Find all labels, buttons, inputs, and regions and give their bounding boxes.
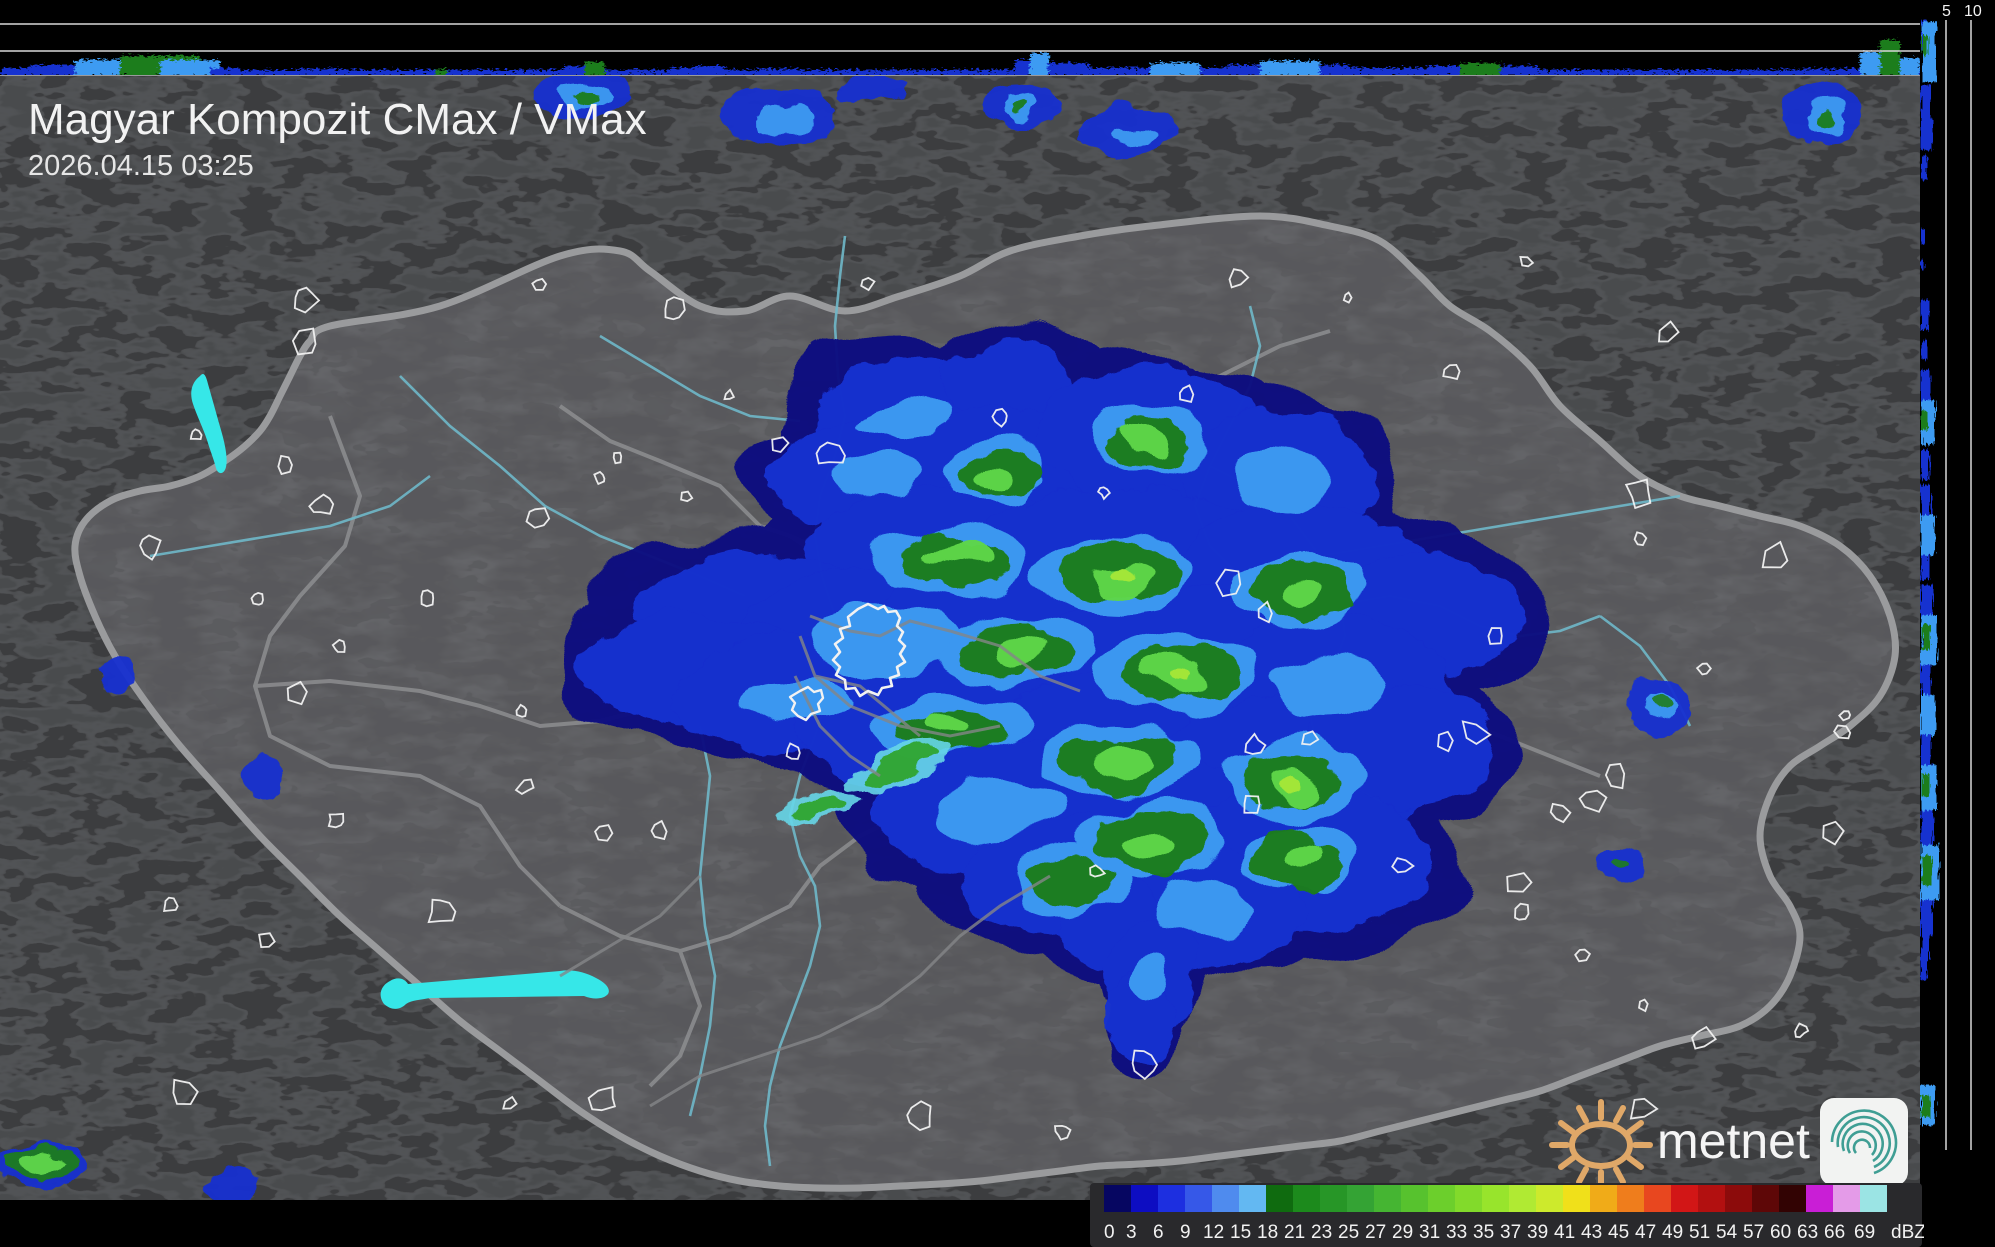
svg-text:57: 57: [1743, 1222, 1764, 1243]
svg-text:3: 3: [1126, 1222, 1137, 1243]
svg-text:35: 35: [1473, 1222, 1494, 1243]
svg-text:33: 33: [1446, 1222, 1467, 1243]
svg-text:37: 37: [1500, 1222, 1521, 1243]
svg-text:43: 43: [1581, 1222, 1602, 1243]
svg-text:54: 54: [1716, 1222, 1738, 1243]
svg-text:29: 29: [1392, 1222, 1413, 1243]
svg-text:6: 6: [1153, 1222, 1164, 1243]
svg-text:39: 39: [1527, 1222, 1548, 1243]
svg-text:0: 0: [1104, 1222, 1115, 1243]
svg-text:dBZ: dBZ: [1891, 1222, 1924, 1243]
svg-text:51: 51: [1689, 1222, 1710, 1243]
svg-text:10: 10: [1964, 3, 1982, 20]
svg-text:66: 66: [1824, 1222, 1845, 1243]
svg-text:41: 41: [1554, 1222, 1575, 1243]
svg-text:5: 5: [1942, 3, 1951, 20]
svg-text:21: 21: [1284, 1222, 1305, 1243]
svg-text:60: 60: [1770, 1222, 1791, 1243]
svg-text:25: 25: [1338, 1222, 1359, 1243]
svg-text:27: 27: [1365, 1222, 1386, 1243]
svg-text:47: 47: [1635, 1222, 1656, 1243]
svg-text:metnet: metnet: [1657, 1113, 1810, 1169]
svg-text:18: 18: [1257, 1222, 1278, 1243]
svg-text:23: 23: [1311, 1222, 1332, 1243]
svg-text:63: 63: [1797, 1222, 1818, 1243]
svg-text:15: 15: [1230, 1222, 1251, 1243]
svg-text:69: 69: [1854, 1222, 1875, 1243]
svg-text:9: 9: [1180, 1222, 1191, 1243]
svg-text:49: 49: [1662, 1222, 1683, 1243]
svg-text:31: 31: [1419, 1222, 1440, 1243]
svg-text:45: 45: [1608, 1222, 1629, 1243]
svg-text:12: 12: [1203, 1222, 1224, 1243]
